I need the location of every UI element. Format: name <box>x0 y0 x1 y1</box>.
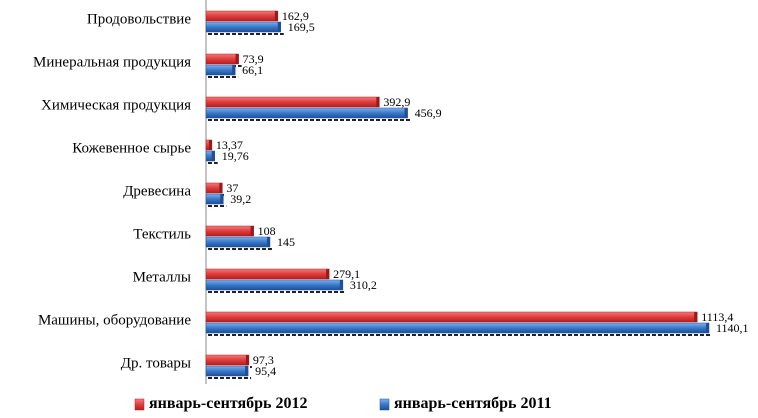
data-label: 66,1 <box>242 63 263 77</box>
legend-swatch-1 <box>379 398 390 411</box>
legend-label: январь-сентябрь 2011 <box>394 395 552 412</box>
data-label: 145 <box>277 235 295 249</box>
bar-2012-минеральная-продукция <box>205 53 239 65</box>
bar-end-cap <box>211 151 215 161</box>
bar-end-cap <box>245 355 249 365</box>
data-label: 19,76 <box>222 149 249 163</box>
data-label: 1113,4 <box>701 310 733 324</box>
bar-end-cap <box>219 183 223 193</box>
category-label: Минеральная продукция <box>33 54 191 70</box>
data-label: 1140,1 <box>716 321 749 335</box>
bar-2012-текстиль <box>205 225 254 237</box>
bar-2011-металлы <box>205 279 344 291</box>
data-label: 456,9 <box>415 106 442 120</box>
bar-end-cap <box>250 226 254 236</box>
legend: январь-сентябрь 2012 январь-сентябрь 2011 <box>134 395 552 412</box>
data-label: 310,2 <box>350 278 377 292</box>
data-label: 392,9 <box>383 95 410 109</box>
category-label: Продовольствие <box>87 11 191 27</box>
bar-2012-химическая-продукция <box>205 96 380 108</box>
bar-2011-машины-оборудование <box>205 322 710 334</box>
bar-end-cap <box>245 366 249 376</box>
bar-end-cap <box>232 65 236 75</box>
bar-end-cap <box>220 194 224 204</box>
bar-end-cap <box>208 140 212 150</box>
bar-2011-др-товары <box>205 365 249 377</box>
data-label: 13,37 <box>216 138 243 152</box>
bar-end-cap <box>339 280 343 290</box>
bar-end-cap <box>235 54 239 64</box>
bar-2012-др-товары <box>205 354 250 366</box>
bar-2011-продовольствие <box>205 21 282 33</box>
bar-2012-машины-оборудование <box>205 311 698 323</box>
bar-2011-минеральная-продукция <box>205 64 236 76</box>
category-label: Химическая продукция <box>41 97 191 113</box>
legend-swatch-0 <box>134 398 145 411</box>
bar-2012-продовольствие <box>205 10 279 22</box>
data-label: 39,2 <box>230 192 251 206</box>
bar-2012-металлы <box>205 268 330 280</box>
legend-label: январь-сентябрь 2012 <box>149 395 307 412</box>
bar-end-cap <box>404 108 408 118</box>
data-label: 279,1 <box>333 267 360 281</box>
data-label: 37 <box>226 181 238 195</box>
bar-end-cap <box>706 323 709 333</box>
bar-end-cap <box>694 312 698 322</box>
data-label: 95,4 <box>255 364 276 378</box>
bar-2011-текстиль <box>205 236 271 248</box>
bar-end-cap <box>277 22 281 32</box>
bar-end-cap <box>376 97 380 107</box>
bar-2011-химическая-продукция <box>205 107 408 119</box>
data-label: 162,9 <box>282 9 309 23</box>
category-label: Древесина <box>123 183 191 199</box>
bar-end-cap <box>274 11 278 21</box>
bar-end-cap <box>326 269 330 279</box>
category-label: Металлы <box>133 269 191 285</box>
category-label: Текстиль <box>133 226 191 242</box>
bar-end-cap <box>266 237 270 247</box>
category-label: Др. товары <box>121 355 191 371</box>
data-label: 169,5 <box>288 20 315 34</box>
data-label: 97,3 <box>253 353 274 367</box>
data-label: 108 <box>258 224 276 238</box>
data-label: 73,9 <box>243 52 264 66</box>
category-label: Кожевенное сырье <box>72 140 191 156</box>
category-label: Машины, оборудование <box>38 312 191 328</box>
